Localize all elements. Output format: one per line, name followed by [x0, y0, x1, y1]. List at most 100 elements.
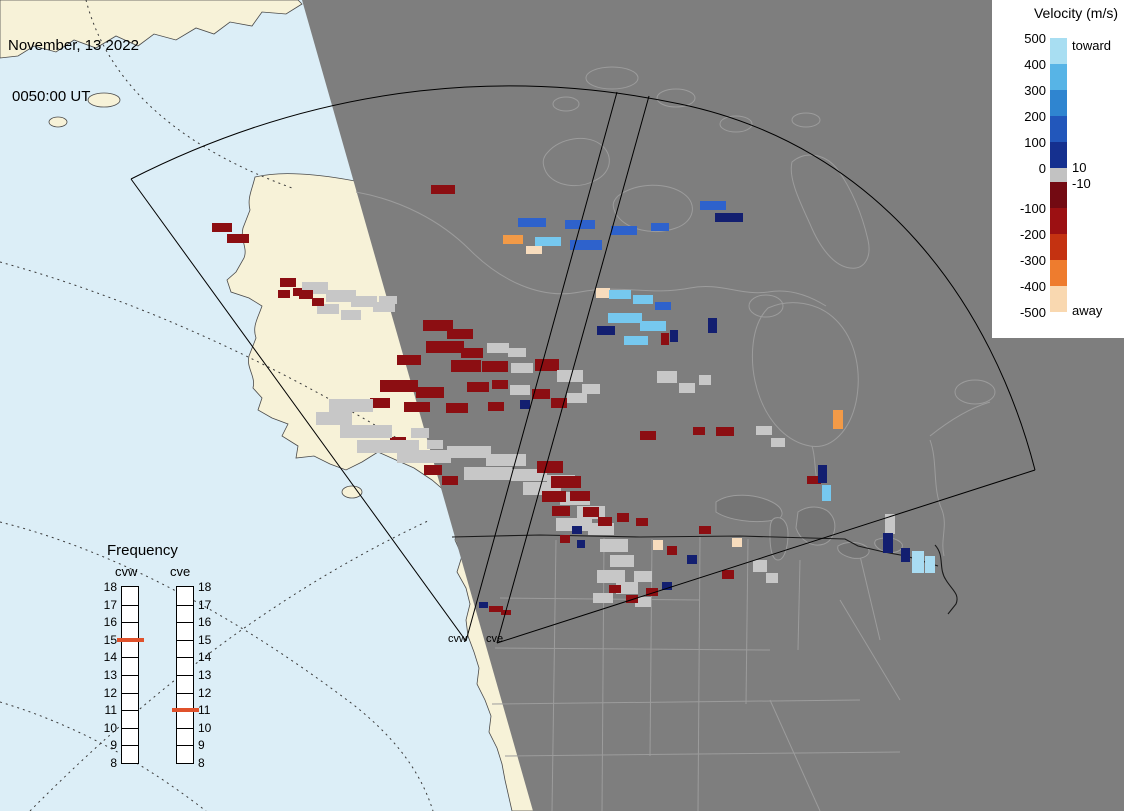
- vel-tick-0: 0: [1038, 161, 1046, 176]
- colorbar-segment: [1050, 286, 1067, 312]
- ladder-rung: [177, 622, 193, 624]
- vel-tick-n500: -500: [1019, 305, 1046, 320]
- data-cell: [600, 539, 628, 552]
- colorbar-segment: [1050, 260, 1067, 286]
- freq-tick-label: 13: [103, 668, 117, 682]
- fov-mid-left: [465, 91, 618, 642]
- freq-column-cve: cve: [170, 564, 191, 579]
- data-cell: [722, 570, 734, 579]
- colorbar-segment: [1050, 90, 1067, 116]
- radar-site-label-cvw: cvw: [448, 633, 467, 645]
- data-cell: [397, 355, 421, 365]
- freq-tick-label: 15: [103, 632, 117, 647]
- freq-tick-label: 16: [198, 615, 212, 630]
- data-cell: [526, 246, 542, 254]
- data-cell: [329, 399, 373, 412]
- data-cell: [640, 431, 656, 440]
- ladder-rung: [122, 692, 138, 694]
- ladder-rung: [122, 604, 138, 606]
- data-cell: [424, 465, 442, 475]
- data-cell: [901, 548, 910, 562]
- toward-label: toward: [1072, 38, 1112, 53]
- data-cell: [486, 454, 526, 466]
- freq-tick-label: 16: [103, 615, 117, 630]
- ladder-rung: [122, 745, 138, 747]
- data-cell: [537, 461, 563, 473]
- data-cell: [609, 290, 631, 299]
- data-cell: [416, 387, 444, 398]
- freq-tick-label: 8: [198, 756, 205, 770]
- data-cell: [635, 597, 651, 607]
- data-cell: [598, 517, 612, 526]
- date-label: November, 13 2022: [8, 37, 139, 54]
- freq-tick-label: 17: [198, 597, 212, 612]
- data-cell: [771, 438, 785, 447]
- data-cell: [693, 427, 705, 435]
- data-cell: [565, 220, 595, 229]
- data-cell: [633, 295, 653, 304]
- data-cell: [427, 440, 443, 449]
- fov-left-edge: [130, 178, 467, 642]
- freq-scale-cvw: 18 17 16 15 14 13 12 11 10 9 8: [104, 580, 144, 770]
- data-cell: [326, 290, 356, 302]
- data-cell: [404, 402, 430, 412]
- frequency-legend: Frequency cvw cve 18 17 16 15 14 13 12 11 10 9 8 1…: [85, 542, 235, 782]
- data-cell: [636, 518, 648, 526]
- data-cell: [280, 278, 296, 287]
- colorbar-segment: [1050, 64, 1067, 90]
- data-cell: [560, 535, 570, 543]
- data-cell: [299, 290, 313, 299]
- data-cell: [316, 412, 352, 425]
- data-cell: [431, 185, 455, 194]
- data-cell: [503, 235, 523, 244]
- ladder-rung: [122, 727, 138, 729]
- freq-tick-label: 18: [103, 580, 117, 594]
- vel-tick-n400: -400: [1019, 279, 1046, 294]
- vel-tick-n100: -100: [1019, 201, 1046, 216]
- data-cell: [617, 513, 629, 522]
- data-cell: [753, 560, 767, 572]
- freq-tick-label: 12: [198, 685, 212, 700]
- ladder-rung: [177, 692, 193, 694]
- data-cell: [511, 363, 533, 373]
- data-cell: [370, 398, 390, 408]
- data-cell: [679, 383, 695, 393]
- vel-tick-500: 500: [1024, 31, 1046, 46]
- freq-tick-label: 8: [110, 756, 117, 770]
- freq-tick-label: 11: [198, 703, 211, 718]
- data-cell: [655, 302, 671, 310]
- data-cell: [667, 546, 677, 555]
- ladder-rung: [122, 710, 138, 712]
- vel-tick-n300: -300: [1019, 253, 1046, 268]
- fov-mid-right: [496, 95, 650, 644]
- away-label: away: [1072, 303, 1103, 318]
- ladder-rung: [177, 675, 193, 676]
- data-cell: [351, 296, 377, 307]
- freq-column-cvw: cvw: [115, 564, 138, 579]
- data-cell: [380, 380, 418, 392]
- timestamp: November, 13 2022 0050:00 UT: [8, 3, 139, 122]
- data-cell: [640, 321, 666, 331]
- graticule: [0, 0, 434, 811]
- data-cell: [577, 540, 585, 548]
- data-cell: [278, 290, 290, 298]
- data-cell: [570, 240, 602, 250]
- data-cell: [212, 223, 232, 232]
- gs-tick-10: 10: [1072, 160, 1087, 175]
- data-cell: [611, 226, 637, 235]
- data-cell: [716, 427, 734, 436]
- vel-tick-n200: -200: [1019, 227, 1046, 242]
- data-cell: [464, 467, 512, 480]
- ladder-rung: [177, 604, 193, 606]
- ladder-rung: [177, 639, 193, 641]
- ladder-rung: [122, 622, 138, 624]
- data-cell: [535, 359, 559, 371]
- radar-site-label-cve: cve: [486, 633, 504, 645]
- data-cell: [508, 348, 526, 357]
- data-cell: [340, 425, 392, 438]
- vel-tick-400: 400: [1024, 57, 1046, 72]
- freq-tick-label: 9: [110, 738, 117, 753]
- fov-outer-arc: [130, 85, 1036, 471]
- freq-tick-label: 12: [103, 685, 117, 700]
- freq-marker: [117, 637, 144, 642]
